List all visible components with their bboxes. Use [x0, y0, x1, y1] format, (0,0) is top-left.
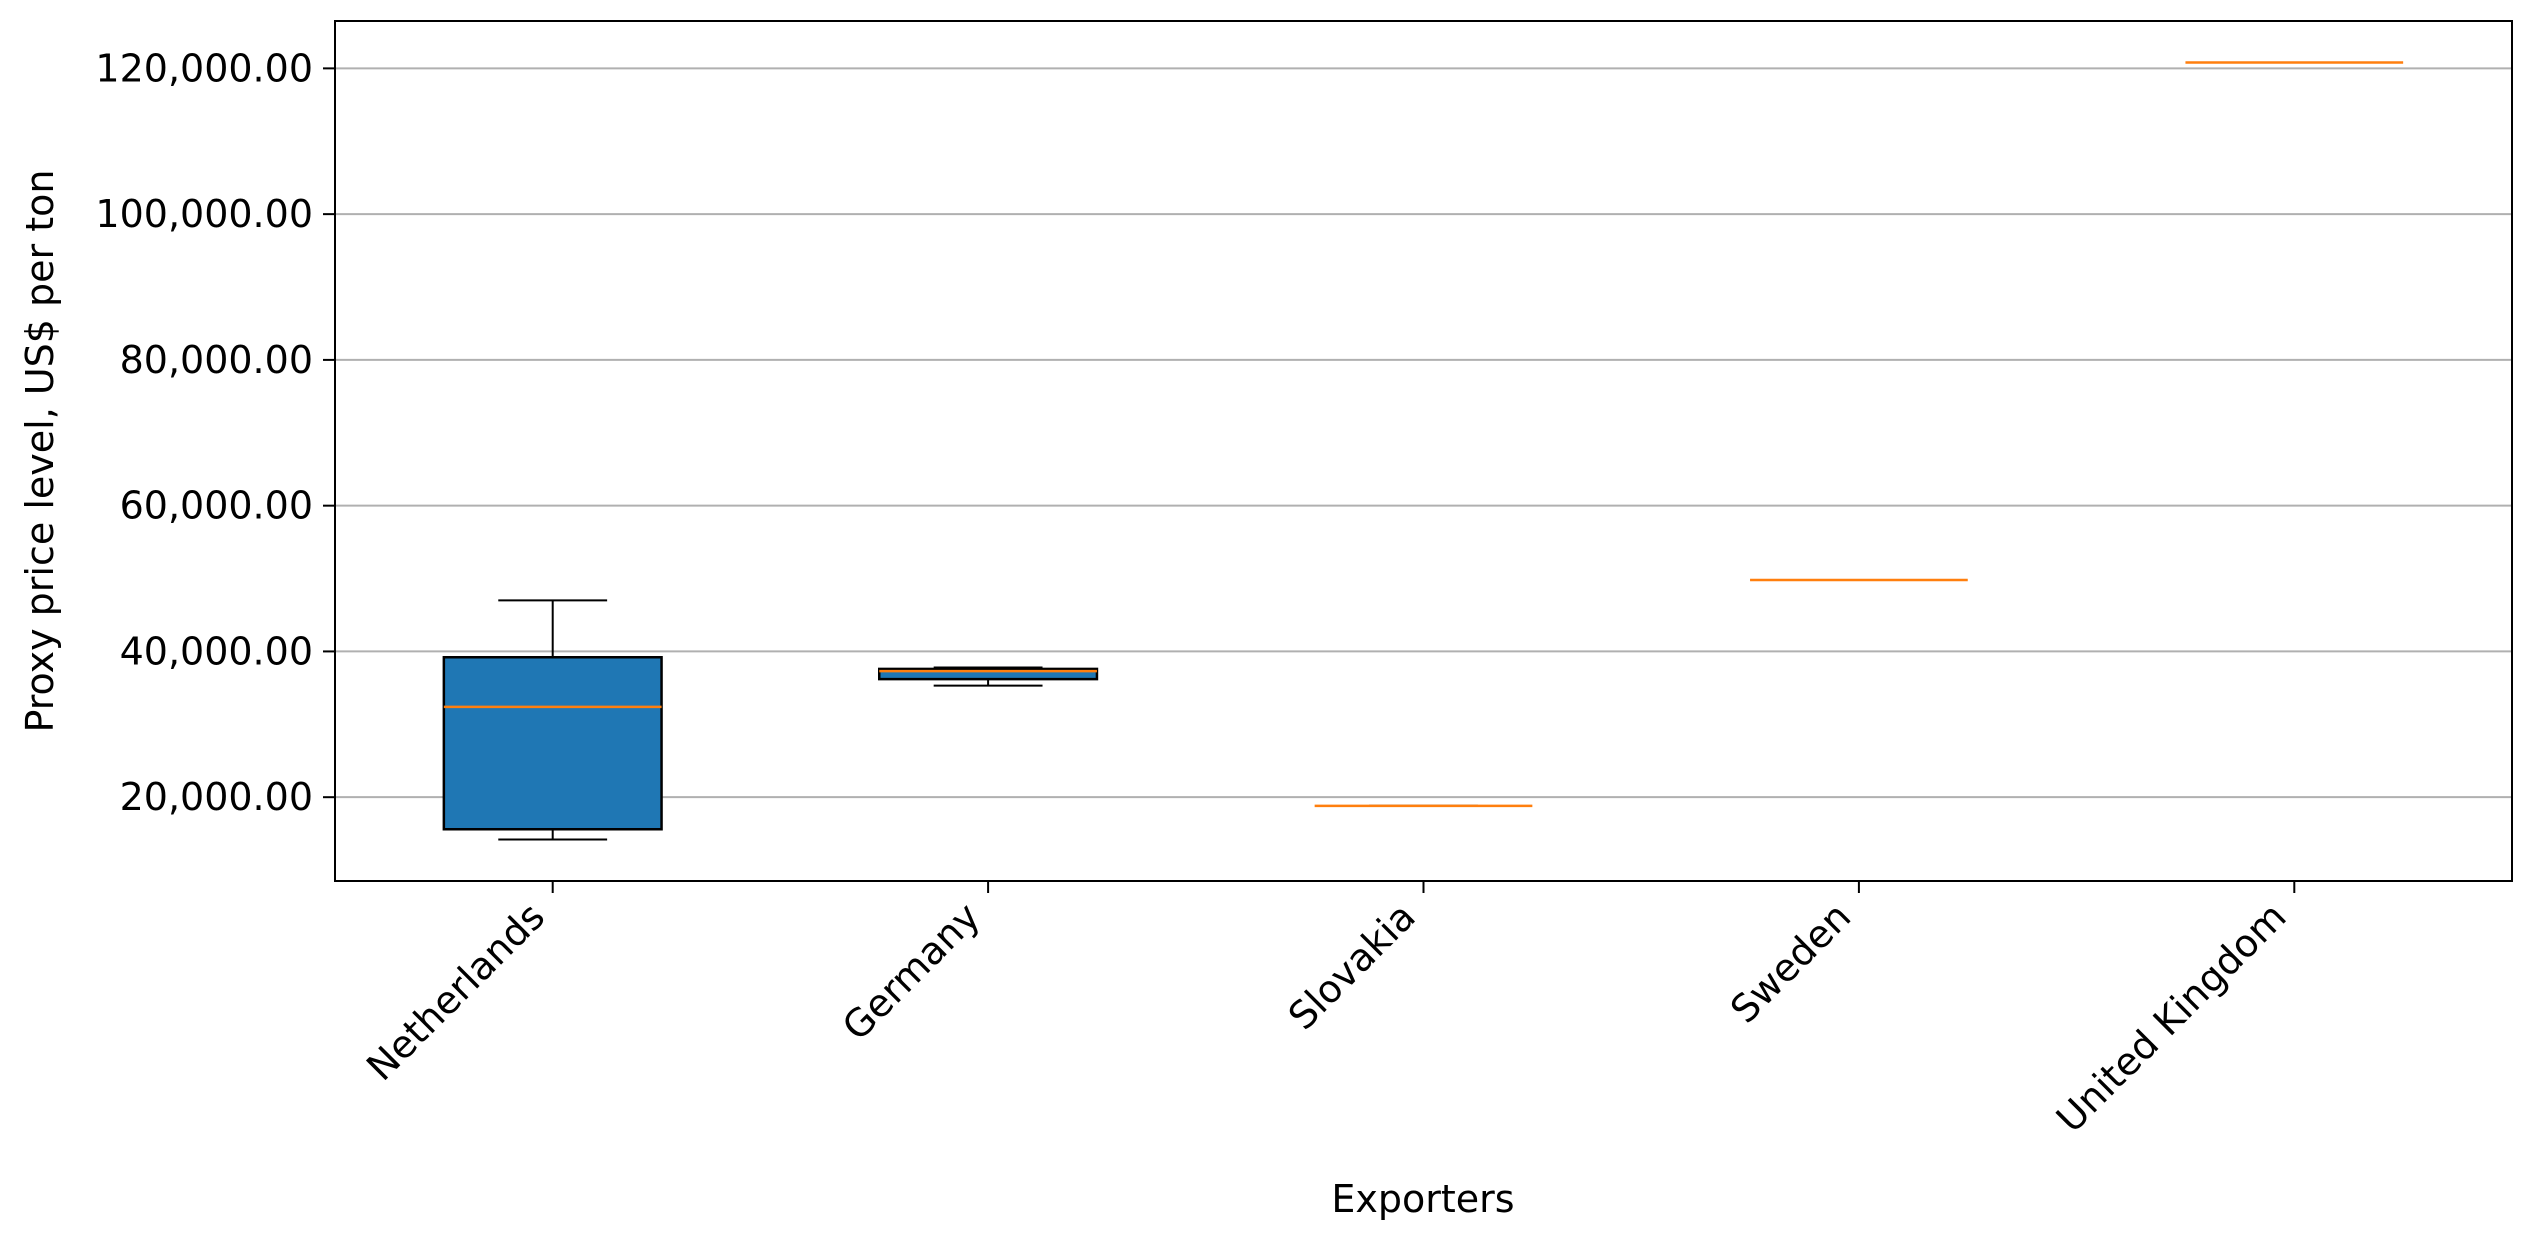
- y-tick-label: 80,000.00: [120, 338, 313, 382]
- y-tick-label: 120,000.00: [95, 46, 313, 90]
- x-tick-label: United Kingdom: [2048, 894, 2295, 1141]
- x-axis-ticks: Netherlands Germany Slovakia Sweden United K…: [358, 881, 2296, 1141]
- x-tick-label: Netherlands: [358, 894, 553, 1089]
- box-germany: [878, 666, 1099, 687]
- x-tick-label: Sweden: [1722, 894, 1859, 1031]
- grid-lines: [335, 67, 2512, 799]
- box-series: [442, 61, 2404, 841]
- iqr-box: [878, 667, 1099, 681]
- y-tick-label: 40,000.00: [120, 629, 313, 673]
- x-axis-title: Exporters: [1331, 1177, 1514, 1221]
- y-tick-label: 20,000.00: [120, 775, 313, 819]
- y-axis-title: Proxy price level, US$ per ton: [18, 170, 62, 733]
- y-tick-label: 60,000.00: [120, 484, 313, 528]
- x-tick-label: Slovakia: [1280, 894, 1424, 1038]
- iqr-box: [442, 656, 663, 831]
- y-tick-label: 100,000.00: [95, 192, 313, 236]
- box-netherlands: [442, 599, 663, 841]
- x-tick-label: Germany: [834, 894, 989, 1049]
- y-axis-ticks: 20,000.00 40,000.00 60,000.00 80,000.00 100,…: [95, 46, 335, 819]
